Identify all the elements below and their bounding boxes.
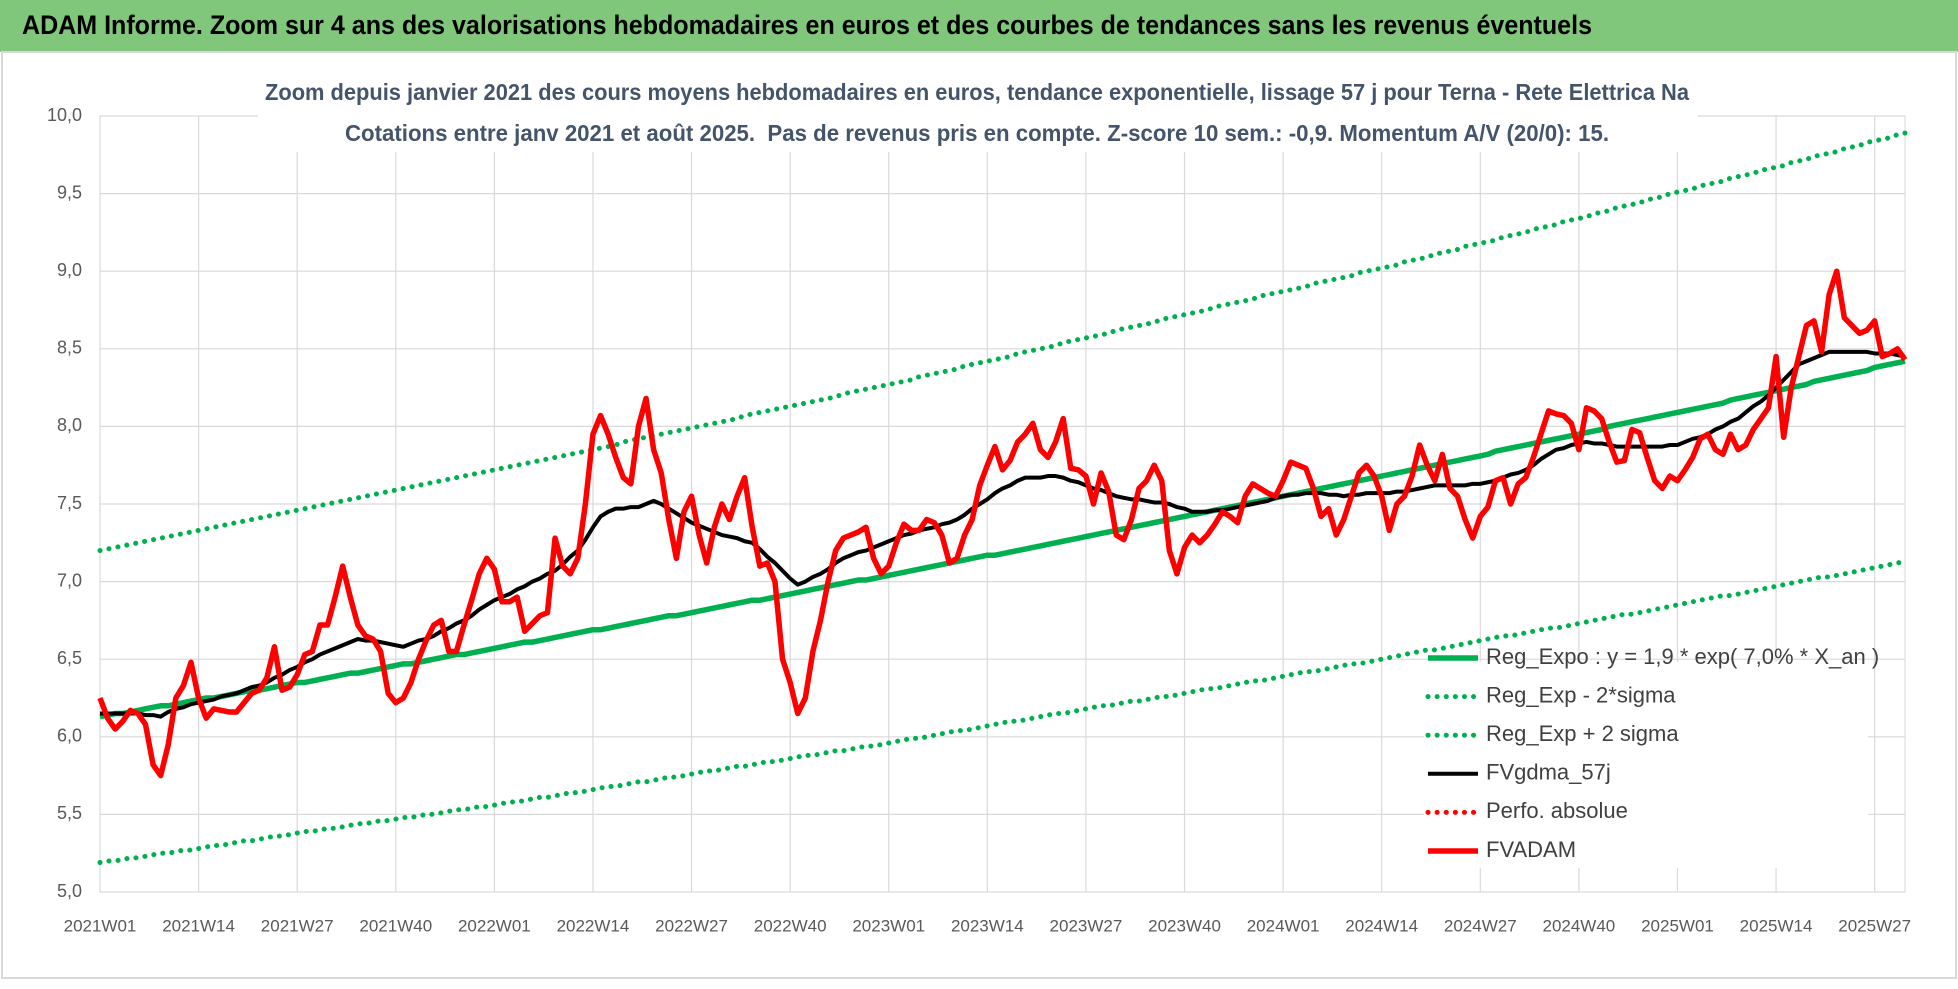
x-tick-label: 2022W01 [458, 916, 531, 935]
grid [99, 115, 1906, 893]
page-title: ADAM Informe. Zoom sur 4 ans des valoris… [22, 10, 1592, 40]
x-tick-label: 2021W01 [64, 916, 137, 935]
y-tick-label: 6,5 [57, 648, 82, 668]
lines [97, 130, 1908, 866]
banner [0, 0, 1958, 52]
legend-background [1424, 662, 1868, 868]
series-line [97, 268, 1908, 779]
x-tick-label: 2024W14 [1345, 916, 1418, 935]
y-tick-label: 5,0 [57, 881, 82, 901]
y-tick-label: 10,0 [47, 105, 82, 125]
legend: Reg_Expo : y = 1,9 * exp( 7,0% * X_an ) R… [1425, 644, 1879, 862]
series-line [97, 130, 1908, 554]
x-tick-label: 2023W40 [1148, 916, 1221, 935]
x-tick-label: 2023W27 [1050, 916, 1123, 935]
x-tick-label: 2023W14 [951, 916, 1024, 935]
series-line [97, 558, 1908, 866]
x-tick-label: 2023W01 [852, 916, 925, 935]
x-tick-label: 2024W40 [1542, 916, 1615, 935]
legend-label: Reg_Exp - 2*sigma [1486, 682, 1676, 707]
chart-subtitle: Cotations entre janv 2021 et août 2025. … [345, 120, 1609, 146]
x-tick-label: 2022W27 [655, 916, 728, 935]
x-tick-label: 2025W01 [1641, 916, 1714, 935]
chart-title: Zoom depuis janvier 2021 des cours moyen… [265, 79, 1689, 105]
y-tick-label: 5,5 [57, 803, 82, 823]
x-tick-label: 2025W27 [1838, 916, 1911, 935]
y-tick-label: 8,0 [57, 415, 82, 435]
legend-label: Reg_Exp + 2 sigma [1486, 721, 1679, 746]
x-tick-label: 2021W40 [359, 916, 432, 935]
x-tick-label: 2021W14 [162, 916, 235, 935]
x-tick-label: 2022W14 [557, 916, 630, 935]
legend-label: FVADAM [1486, 837, 1576, 862]
y-tick-label: 7,0 [57, 570, 82, 590]
x-tick-label: 2024W01 [1247, 916, 1320, 935]
legend-label: FVgdma_57j [1486, 760, 1611, 785]
y-tick-label: 9,0 [57, 260, 82, 280]
y-tick-label: 7,5 [57, 493, 82, 513]
y-tick-label: 8,5 [57, 338, 82, 358]
x-tick-label: 2021W27 [261, 916, 334, 935]
series-line [100, 349, 1906, 719]
x-tick-label: 2024W27 [1444, 916, 1517, 935]
x-tick-label: 2025W14 [1740, 916, 1813, 935]
y-tick-label: 6,0 [57, 726, 82, 746]
subtitle-background [258, 78, 1698, 152]
legend-label: Reg_Expo : y = 1,9 * exp( 7,0% * X_an ) [1486, 644, 1879, 669]
y-tick-label: 9,5 [57, 182, 82, 202]
legend-label: Perfo. absolue [1486, 798, 1628, 823]
x-tick-label: 2022W40 [754, 916, 827, 935]
